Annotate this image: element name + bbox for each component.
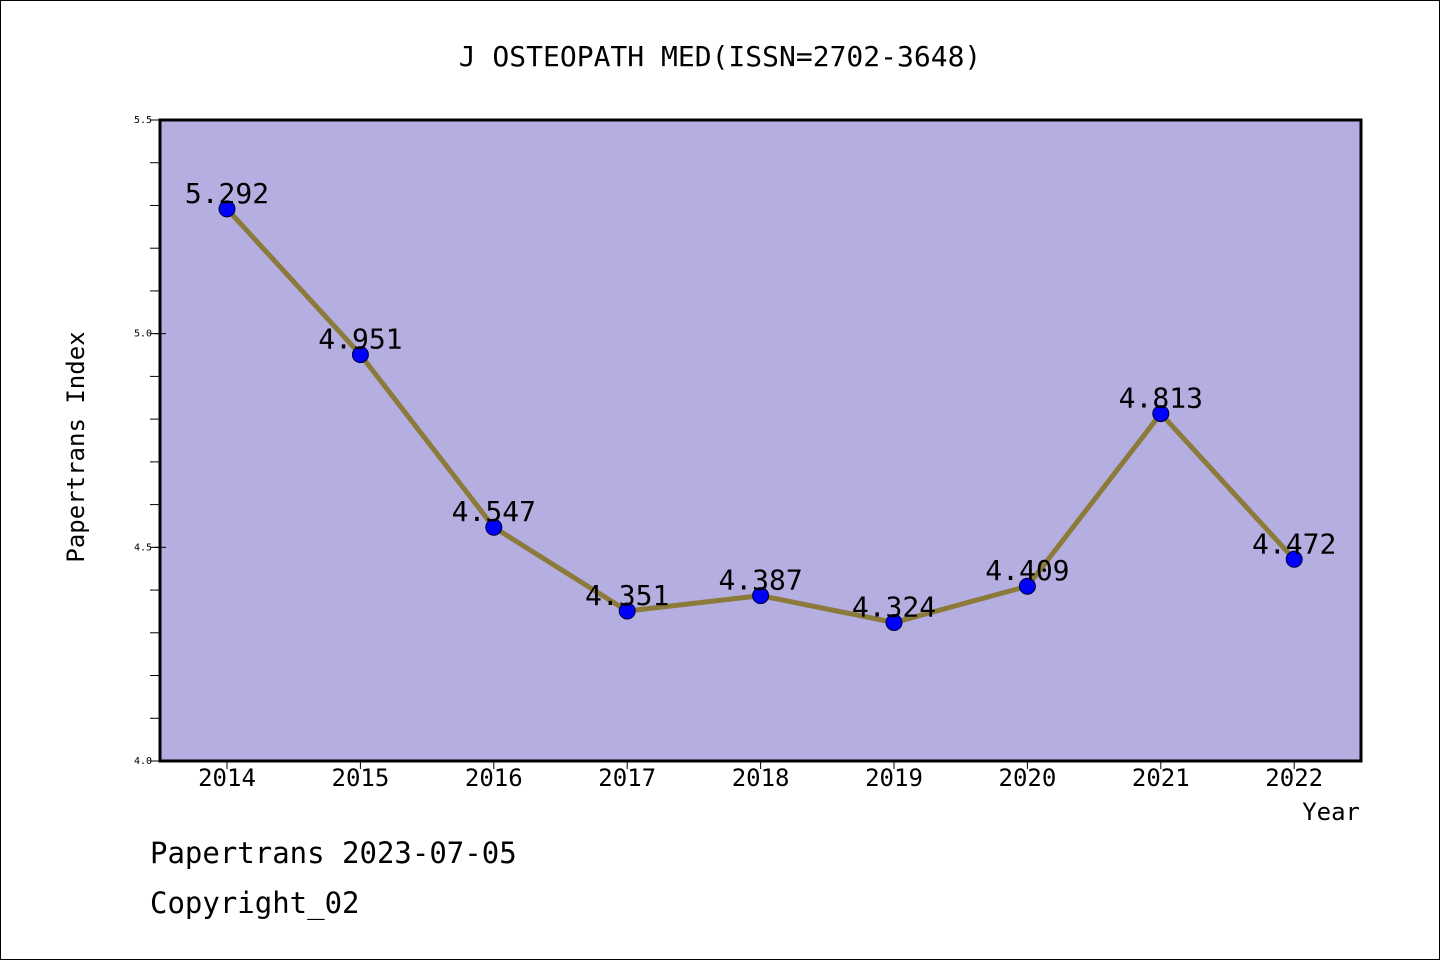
x-tick-label: 2022 — [1265, 764, 1323, 792]
plot-border — [158, 118, 1363, 763]
footer-copyright-text: Copyright_02 — [150, 886, 360, 920]
plot-background — [160, 120, 1361, 761]
x-tick-label: 2018 — [732, 764, 790, 792]
data-label: 5.292 — [185, 177, 269, 210]
data-point — [752, 587, 770, 605]
data-label: 4.547 — [452, 495, 536, 528]
data-point — [618, 602, 636, 620]
data-point — [1018, 577, 1036, 595]
data-point — [351, 346, 369, 364]
data-label: 4.951 — [318, 323, 402, 356]
x-tick-label: 2017 — [598, 764, 656, 792]
x-tick-label: 2019 — [865, 764, 923, 792]
data-label: 4.472 — [1252, 527, 1336, 560]
y-tick-label: 4.0 — [134, 756, 152, 767]
data-point — [1285, 550, 1303, 568]
footer-date-text: Papertrans 2023-07-05 — [150, 836, 517, 870]
x-tick-label: 2015 — [332, 764, 390, 792]
y-tick-label: 4.5 — [134, 542, 152, 553]
data-point — [1152, 405, 1170, 423]
chart-title: J OSTEOPATH MED(ISSN=2702-3648) — [459, 40, 982, 73]
x-tick-label: 2016 — [465, 764, 523, 792]
plot-area: 4.0 4.5 5.0 5.5 2014 2015 2016 2017 2018 2019 2020… — [134, 115, 1363, 792]
y-tick-label: 5.5 — [134, 115, 152, 126]
y-tick-label: 5.0 — [134, 329, 152, 340]
data-label: 4.409 — [985, 554, 1069, 587]
data-label: 4.387 — [718, 564, 802, 597]
data-label: 4.813 — [1119, 382, 1203, 415]
x-tick-label: 2020 — [999, 764, 1057, 792]
data-point — [885, 614, 903, 632]
data-label: 4.351 — [585, 579, 669, 612]
y-axis-label: Papertrans Index — [62, 331, 90, 562]
x-axis-label: Year — [1302, 798, 1360, 826]
data-point — [485, 518, 503, 536]
data-label: 4.324 — [852, 591, 936, 624]
x-tick-label: 2014 — [198, 764, 256, 792]
data-point — [218, 200, 236, 218]
x-tick-label: 2021 — [1132, 764, 1190, 792]
